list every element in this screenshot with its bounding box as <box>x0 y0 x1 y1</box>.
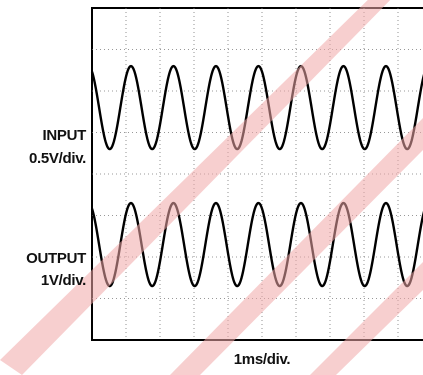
watermark-stroke <box>310 262 423 375</box>
input-channel-scale: 0.5V/div. <box>28 150 86 167</box>
time-base-label: 1ms/div. <box>233 351 291 368</box>
trace-output <box>90 201 423 288</box>
output-channel-label: OUTPUT <box>26 250 86 267</box>
input-channel-label: INPUT <box>42 127 86 144</box>
traces <box>90 64 423 288</box>
watermark-stroke <box>0 0 391 375</box>
watermark-stroke <box>170 118 423 375</box>
output-channel-scale: 1V/div. <box>40 272 86 289</box>
trace-input <box>90 64 423 151</box>
